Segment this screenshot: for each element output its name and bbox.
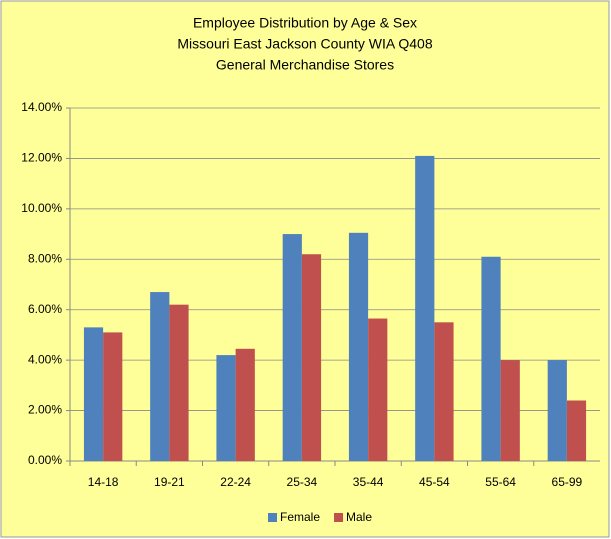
bar: [235, 348, 255, 461]
chart-title: Missouri East Jackson County WIA Q408: [177, 36, 432, 52]
bar: [348, 232, 369, 461]
x-tick-label: 55-64: [485, 475, 516, 489]
legend-swatch: [334, 513, 344, 522]
y-tick-label: 10.00%: [21, 201, 62, 215]
bar: [368, 318, 388, 461]
legend-swatch: [268, 513, 277, 522]
y-tick-label: 4.00%: [28, 352, 62, 366]
legend-label: Female: [280, 510, 320, 524]
x-tick-label: 14-18: [88, 475, 119, 489]
chart-title: General Merchandise Stores: [216, 57, 394, 73]
bar: [547, 360, 567, 461]
bar: [301, 254, 322, 461]
y-tick-label: 2.00%: [28, 403, 62, 417]
x-tick-label: 25-34: [287, 475, 318, 489]
y-tick-label: 14.00%: [21, 100, 62, 114]
x-tick-label: 22-24: [220, 475, 251, 489]
y-tick-label: 12.00%: [21, 151, 62, 165]
bar: [169, 304, 189, 461]
bar: [150, 292, 170, 461]
bar: [282, 234, 302, 461]
y-tick-label: 6.00%: [28, 302, 62, 316]
bar: [415, 155, 435, 461]
x-tick-label: 35-44: [353, 475, 384, 489]
bar: [434, 322, 454, 461]
bar: [566, 400, 587, 461]
legend-label: Male: [346, 510, 372, 524]
x-tick-label: 45-54: [419, 475, 450, 489]
bar: [481, 256, 501, 461]
chart-title: Employee Distribution by Age & Sex: [193, 15, 417, 31]
bar: [500, 360, 520, 461]
y-tick-label: 8.00%: [28, 251, 62, 265]
bar: [216, 355, 236, 461]
x-tick-label: 19-21: [154, 475, 185, 489]
x-tick-label: 65-99: [552, 475, 583, 489]
y-tick-label: 0.00%: [28, 453, 62, 467]
bar: [83, 327, 104, 461]
bar: [103, 332, 123, 461]
